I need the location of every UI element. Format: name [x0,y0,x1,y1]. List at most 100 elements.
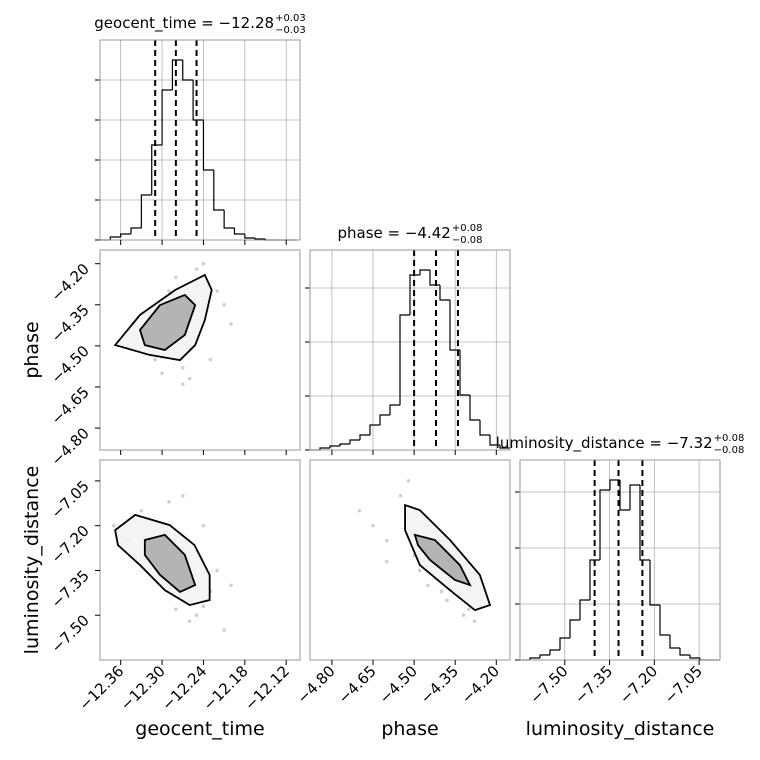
histogram-bin [399,314,410,405]
histogram-bin [639,485,650,561]
x-axis-label: geocent_time [135,718,264,740]
x-tick-label: −7.20 [616,662,661,707]
histogram-bin [659,605,670,636]
x-tick-label: −4.80 [294,662,339,707]
histogram-bin [489,435,500,446]
histogram-bin [151,144,163,195]
histogram-bin [339,443,350,446]
x-tick-label: −4.65 [335,662,380,707]
histogram-bin [539,654,550,658]
x-tick-label: −7.50 [526,662,571,707]
y-tick-label: −7.20 [48,522,93,567]
x-axis-label: luminosity_distance [526,718,715,740]
histogram-bin [192,80,204,121]
x-tick-label: −4.20 [458,662,503,707]
sample-point [153,357,157,362]
panel-title: phase = −4.42 [338,224,451,242]
x-tick-label: −4.50 [376,662,421,707]
sample-point [461,613,466,618]
histogram-bin [182,60,194,81]
sample-point [194,267,199,271]
histogram-bin [589,559,600,600]
histogram-bin [171,59,183,90]
sample-point [229,583,233,588]
histogram-bin [669,635,680,649]
sample-point [215,568,220,573]
title-sub: −0.03 [275,25,306,36]
histogram-bin [529,657,540,660]
sample-point [426,583,430,588]
histogram-bin [329,445,340,448]
histogram-bin [469,395,480,421]
sample-point [445,598,449,603]
sample-point [371,523,375,528]
histogram-bin [449,300,460,351]
histogram-bin [319,447,330,450]
y-tick-label: −7.50 [48,611,93,656]
sample-point [194,613,199,618]
histogram-bin [379,414,390,425]
sample-point [398,494,403,498]
histogram-bin [140,194,152,228]
sample-point [208,357,213,362]
histogram-bin [689,655,700,659]
histogram-bin [254,238,266,240]
histogram-bin [619,480,630,511]
histogram-bin [244,234,256,239]
histogram-bin [679,648,690,656]
histogram-bin [109,236,121,240]
sample-point [111,523,116,528]
histogram-bin [649,560,660,606]
panel-title: luminosity_distance = −7.32 [496,434,713,453]
title-sub: −0.08 [452,235,483,246]
histogram-bin [549,649,560,655]
y-axis-label: phase [21,321,43,378]
title-sup: +0.08 [714,433,745,444]
histogram-bin [130,227,142,234]
histogram-bin [419,269,430,275]
x-tick-label: −7.05 [661,662,706,707]
x-tick-label: −12.12 [241,662,293,714]
panel-frame [519,459,721,661]
histogram-bin [629,484,640,510]
sample-point [215,289,220,293]
sample-point [467,607,471,612]
y-tick-label: −4.65 [48,383,93,428]
y-tick-label: −7.35 [48,567,93,612]
histogram-bin [609,479,620,490]
histogram-bin [359,434,370,440]
sample-point [357,508,362,513]
title-sub: −0.08 [714,445,745,456]
sample-point [439,589,444,594]
sample-point [167,499,171,504]
sample-point [187,619,192,623]
x-tick-label: −7.35 [571,662,616,707]
histogram-bin [409,274,420,315]
sample-point [167,289,171,293]
sample-point [472,619,477,623]
panel-frame [99,249,301,451]
sample-point [406,479,411,483]
histogram-bin [233,228,245,235]
contour [413,533,472,587]
sample-point [201,523,206,528]
histogram-bin [202,120,214,171]
sample-point [201,604,206,609]
y-axis-label: luminosity_distance [21,466,43,655]
sample-point [180,382,185,387]
histogram-bin [459,350,470,396]
panel-title: geocent_time = −12.28 [94,14,274,33]
y-tick-label: −4.20 [48,260,93,305]
sample-point [160,371,164,376]
histogram-bin [120,233,132,237]
panel-frame [99,459,301,661]
x-tick-label: −12.24 [158,662,210,714]
x-tick-label: −12.18 [200,662,252,714]
sample-point [174,275,178,280]
histogram-bin [369,424,380,435]
sample-point [174,607,178,612]
sample-point [229,322,233,326]
histogram-bin [389,404,400,415]
x-axis-label: phase [381,718,438,740]
